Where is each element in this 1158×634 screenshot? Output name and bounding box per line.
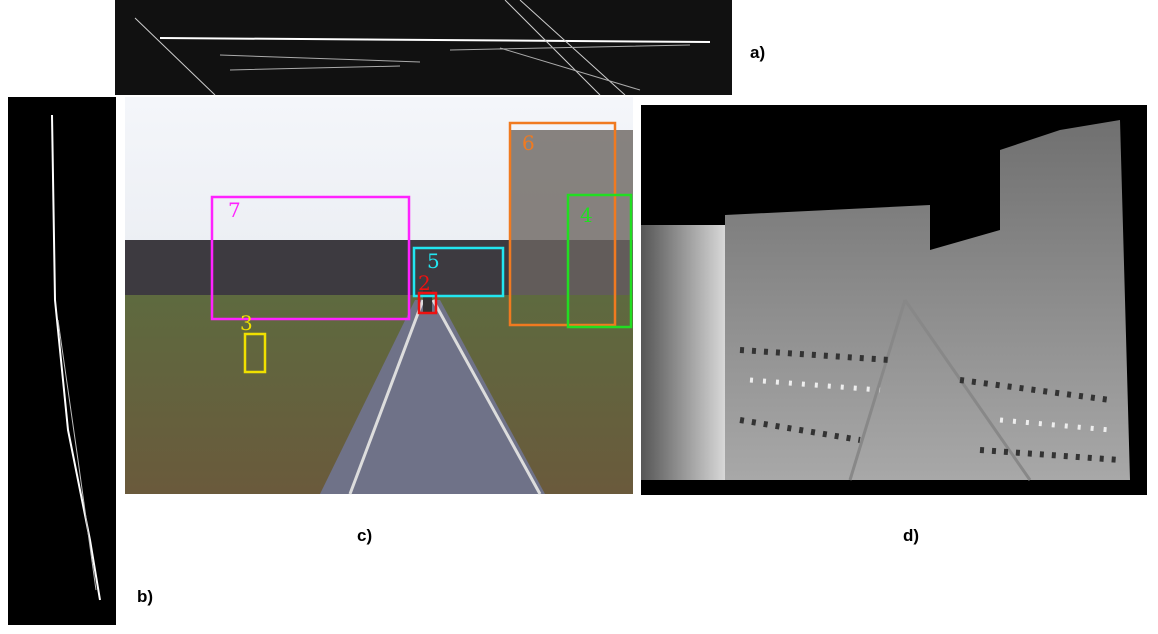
panel-d-image bbox=[641, 105, 1147, 495]
detection-id: 6 bbox=[522, 131, 535, 155]
panel-b-image bbox=[8, 97, 116, 625]
panel-label: c) bbox=[357, 526, 372, 545]
detection-id: 4 bbox=[580, 203, 593, 227]
panel-a-image bbox=[115, 0, 732, 95]
detection-id: 2 bbox=[418, 271, 431, 295]
panel-label: b) bbox=[137, 587, 153, 606]
panel-label: d) bbox=[903, 526, 919, 545]
panel-label: a) bbox=[750, 43, 765, 62]
detection-id: 5 bbox=[427, 249, 440, 273]
panel-c-image bbox=[125, 97, 633, 494]
detection-id: 3 bbox=[240, 311, 253, 335]
detection-id: 7 bbox=[228, 198, 241, 222]
figure: a) b) 7 5 2 3 6 4 c) d) bbox=[0, 0, 1158, 629]
